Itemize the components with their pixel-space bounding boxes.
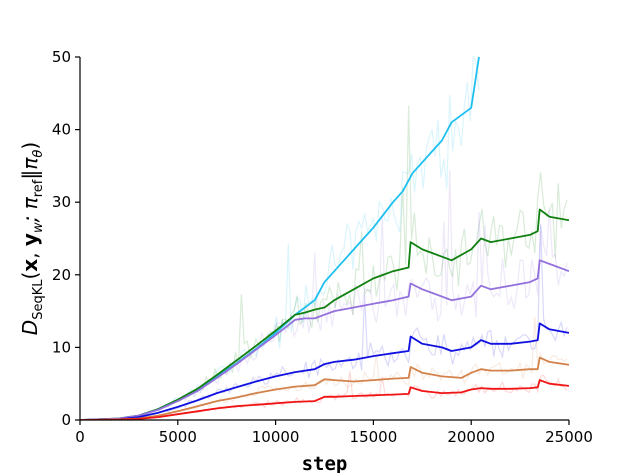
y-axis-title: DSeqKL(x, yw; πref‖πθ) [18,142,46,335]
series-2-line [80,208,569,420]
series-2-raw-line [80,105,568,420]
series-6-raw-line [80,371,568,420]
y-axis-title-bar-pi: ‖π [18,157,42,180]
y-tick-label: 10 [52,338,71,356]
series-4-raw-line [80,224,568,420]
y-axis-title-pi: ; π [18,196,42,222]
smoothed-series-layer [80,56,569,420]
series-3-line [80,259,569,420]
axes [79,57,569,421]
y-axis-title-comma: , [18,246,42,259]
x-tick-label: 25000 [545,428,593,446]
y-axis-title-sub-seqkl: SeqKL [31,279,46,320]
x-ticks: 0 5000 10000 15000 20000 25000 [75,420,593,446]
series-4-line [80,322,569,420]
x-tick-label: 20000 [447,428,495,446]
y-ticks: 0 10 20 30 40 50 [52,48,80,429]
x-tick-label: 5000 [159,428,197,446]
y-tick-label: 40 [52,121,71,139]
y-axis-title-d: D [18,320,42,335]
y-axis-title-sub-w: w [31,222,46,233]
series-5-line [80,356,569,420]
y-tick-label: 50 [52,48,71,66]
series-6-line [80,379,569,420]
y-axis-title-close: ) [18,142,42,150]
series-5-raw-line [80,316,568,420]
y-tick-label: 0 [61,411,71,429]
y-tick-label: 20 [52,266,71,284]
y-axis-title-x: x [18,259,42,272]
y-axis-title-sub-theta: θ [31,150,46,158]
y-axis-title-sub-ref: ref [31,179,46,197]
series-1-raw-line [80,56,480,420]
y-axis-title-y: y [18,233,42,246]
y-axis-title-open: ( [18,272,42,280]
x-tick-label: 10000 [252,428,300,446]
x-tick-label: 0 [75,428,85,446]
x-axis-title: step [302,453,348,473]
x-tick-label: 15000 [350,428,398,446]
y-tick-label: 30 [52,193,71,211]
series-1-line [80,56,480,420]
